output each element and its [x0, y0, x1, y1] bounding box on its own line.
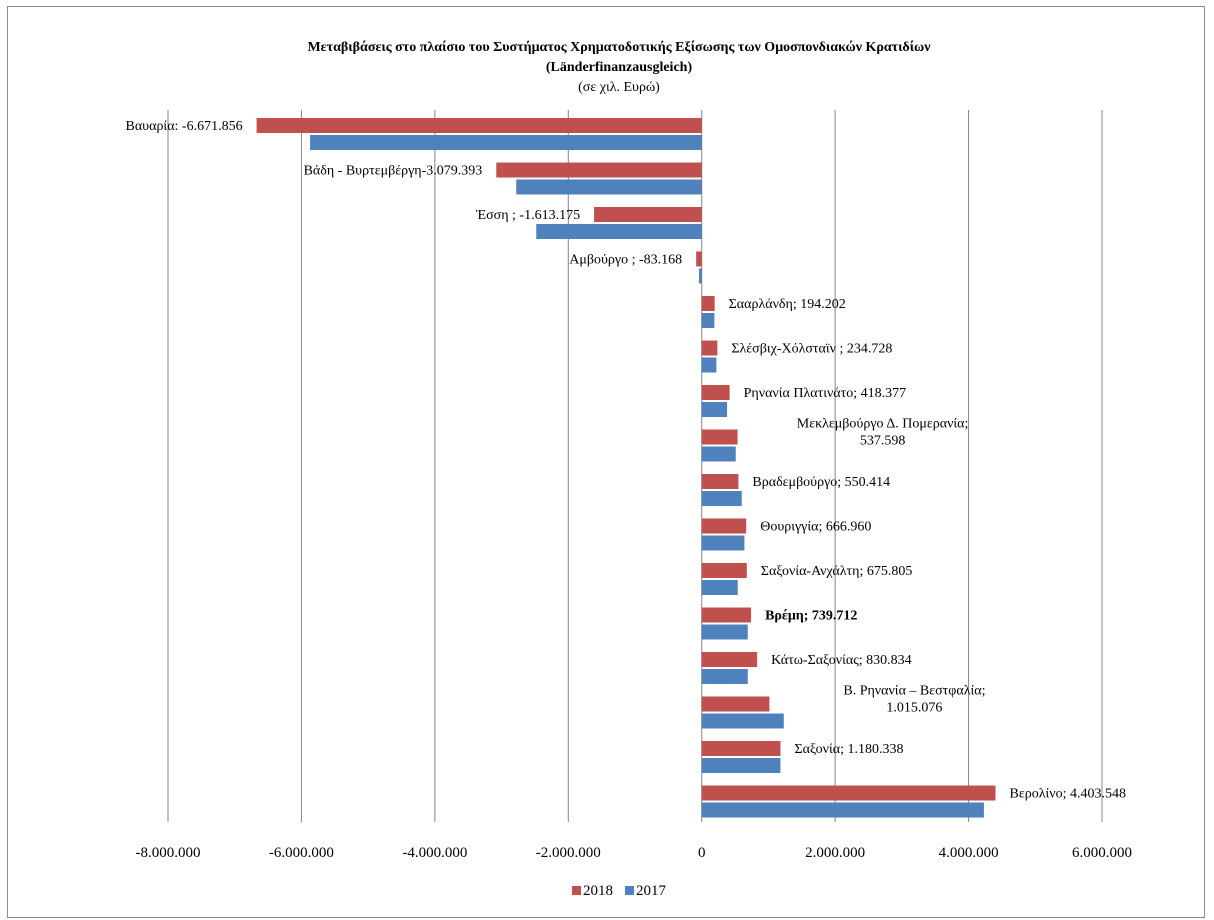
legend-label-2018: 2018: [583, 883, 613, 899]
data-label: Σααρλάνδη; 194.202: [729, 297, 846, 312]
x-tick-label: -4.000.000: [402, 845, 467, 861]
chart-title-line2: (Länderfinanzausgleich): [546, 60, 693, 75]
bar-2018: [701, 563, 747, 578]
data-label: Σαξονία; 1.180.338: [794, 742, 903, 757]
data-label: Βάδη - Βυρτεμβέργη-3.079.393: [304, 164, 483, 179]
bar-2017: [701, 313, 715, 328]
data-label: Ρηνανία Πλατινάτο; 418.377: [744, 386, 907, 401]
data-label: Σλέσβιχ-Χόλσταϊν ; 234.728: [731, 342, 892, 357]
bar-2017: [516, 179, 702, 195]
data-label: Βραδεμβούργο; 550.414: [752, 475, 890, 490]
bars: [256, 118, 996, 818]
bar-2018: [701, 296, 715, 311]
legend-swatch-2018: [572, 886, 581, 895]
bar-2018: [701, 607, 752, 623]
bar-2017: [701, 535, 745, 551]
bar-2017: [701, 446, 736, 462]
bar-2018: [701, 652, 758, 667]
data-label: 1.015.076: [886, 701, 942, 716]
x-tick-label: -2.000.000: [536, 845, 601, 861]
x-tick-label: -6.000.000: [269, 845, 334, 861]
x-tick-label: -8.000.000: [136, 845, 201, 861]
x-tick-label: 0: [698, 845, 706, 861]
x-tick-label: 2.000.000: [805, 845, 865, 861]
bar-2018: [256, 118, 702, 133]
bar-2018: [696, 251, 702, 267]
chart-subtitle: (σε χιλ. Ευρώ): [578, 80, 660, 95]
bar-2018: [594, 207, 702, 222]
data-labels: Βαυαρία: -6.671.856 Βάδη - Βυρτεμβέργη-3.…: [126, 119, 1126, 802]
bar-2017: [701, 624, 748, 640]
bar-2017: [699, 268, 702, 284]
bar-2018: [701, 385, 730, 400]
x-axis-ticks: -8.000.000 -6.000.000 -4.000.000 -2.000.000…: [136, 845, 1133, 861]
bar-2018: [701, 474, 739, 489]
data-label: Κάτω-Σαξονίας; 830.834: [771, 653, 912, 668]
bar-2017: [701, 713, 784, 729]
legend-label-2017: 2017: [636, 883, 667, 899]
bar-2018: [701, 518, 747, 534]
data-label: Σαξονία-Ανχάλτη; 675.805: [761, 564, 913, 579]
bar-2017: [701, 669, 748, 684]
bar-2017: [701, 357, 717, 373]
x-tick-label: 4.000.000: [939, 845, 999, 861]
data-label: Θουριγγία; 666.960: [760, 520, 871, 535]
bar-2017: [701, 491, 742, 506]
bar-2018: [496, 162, 702, 178]
chart-frame: [7, 6, 1205, 918]
bar-2018: [701, 741, 781, 756]
bar-2018: [701, 429, 738, 445]
data-label: Μεκλεμβούργο Δ. Πομερανία;: [797, 417, 969, 432]
x-tick-label: 6.000.000: [1072, 845, 1132, 861]
legend-swatch-2017: [625, 886, 634, 895]
bar-2018: [701, 696, 770, 712]
bar-2017: [536, 224, 702, 239]
bar-2018: [701, 340, 718, 356]
data-label: Έσση ; -1.613.175: [475, 208, 580, 223]
bar-2017: [701, 580, 738, 595]
data-label: 537.598: [860, 434, 906, 449]
data-label: Βαυαρία: -6.671.856: [126, 119, 243, 134]
bar-2017: [701, 802, 984, 818]
data-label: Βρέμη; 739.712: [765, 609, 857, 624]
legend: 2018 2017: [572, 883, 667, 899]
chart-title: Μεταβιβάσεις στο πλαίσιο του Συστήματος …: [307, 40, 931, 55]
bar-2018: [701, 785, 996, 801]
bar-2017: [701, 758, 781, 773]
bar-2017: [310, 135, 702, 150]
data-label: Αμβούργο ; -83.168: [569, 253, 682, 268]
bar-2017: [701, 402, 728, 417]
data-label: Βερολίνο; 4.403.548: [1009, 787, 1125, 802]
data-label: Β. Ρηνανία – Βεστφαλία;: [843, 684, 985, 699]
